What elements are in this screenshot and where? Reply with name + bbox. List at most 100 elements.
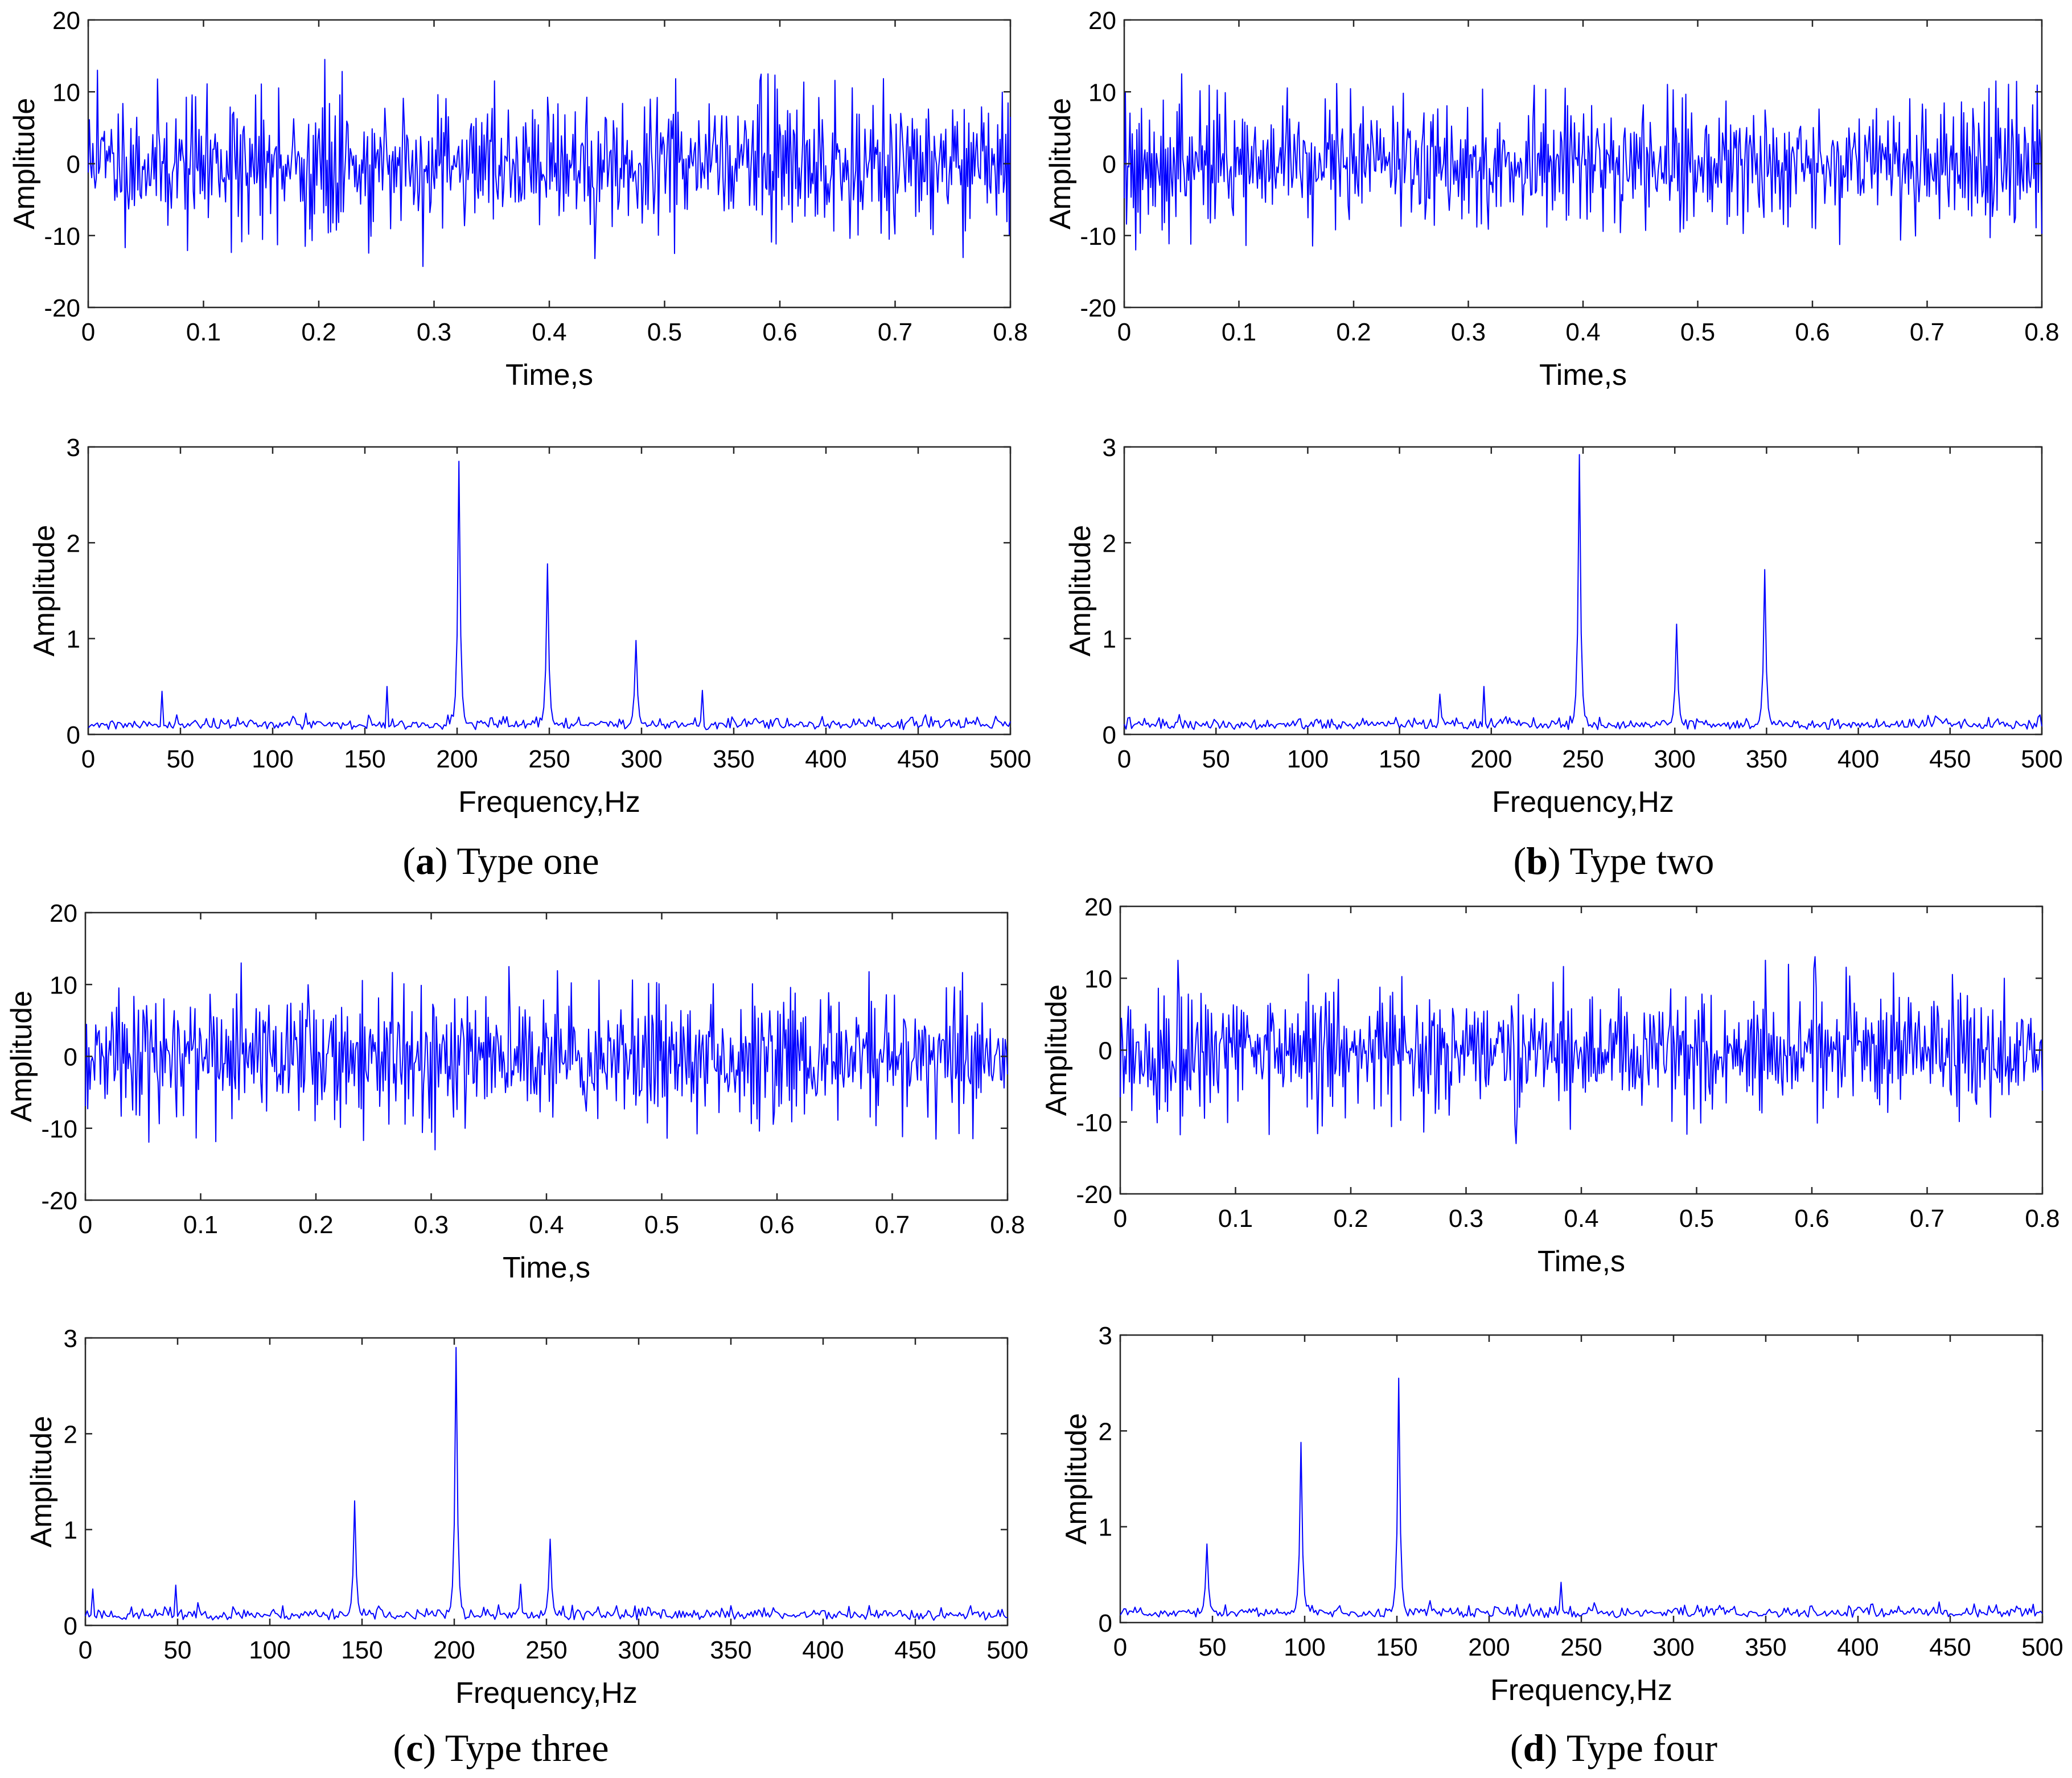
x-tick-label: 250 xyxy=(528,745,570,773)
y-tick-label: 10 xyxy=(1088,79,1116,106)
panel-caption-d: (d) Type four xyxy=(1510,1726,1718,1769)
x-tick-label: 0.1 xyxy=(1222,318,1256,346)
x-tick-label: 0.8 xyxy=(2024,318,2059,346)
x-tick-label: 0.5 xyxy=(644,1211,679,1239)
x-tick-label: 150 xyxy=(344,745,385,773)
y-tick-label: 3 xyxy=(67,434,80,462)
caption-letter: d xyxy=(1523,1726,1545,1769)
caption-text: Type two xyxy=(1569,839,1714,882)
x-tick-label: 0 xyxy=(79,1636,92,1664)
y-tick-label: 20 xyxy=(52,7,80,35)
x-tick-label: 250 xyxy=(1562,745,1604,773)
x-tick-label: 0.5 xyxy=(1679,1205,1714,1233)
x-axis-label: Time,s xyxy=(1539,359,1627,392)
time-signal-line xyxy=(88,59,1011,267)
spectrum-line xyxy=(1120,1377,2043,1619)
x-tick-label: 350 xyxy=(1745,1633,1786,1661)
x-tick-label: 0 xyxy=(1113,1633,1127,1661)
x-tick-label: 50 xyxy=(167,745,195,773)
axes-b-time: 0 0.1 0.2 0.3 0.4 0.5 0.6 0.7 0.8 -20 -10 0 10 20 Time… xyxy=(1044,7,2059,392)
spectrum-line xyxy=(1124,454,2042,730)
axes-b-freq: 0 50 100 150 200 250 300 350 400 450 500 0 1 2 3 Freque… xyxy=(1064,434,2063,819)
x-tick-label: 350 xyxy=(1746,745,1787,773)
x-tick-label: 0.6 xyxy=(762,318,797,346)
plot-frame xyxy=(84,1337,1009,1627)
x-tick-label: 0.1 xyxy=(1218,1205,1253,1233)
x-tick-label: 0 xyxy=(79,1211,92,1239)
x-axis-label: Frequency,Hz xyxy=(1492,786,1674,819)
x-tick-label: 0.6 xyxy=(1795,318,1830,346)
y-tick-label: -10 xyxy=(44,223,80,251)
y-axis-label: Amplitude xyxy=(1060,1413,1093,1545)
y-axis-label: Amplitude xyxy=(1064,525,1097,656)
caption-text: Type one xyxy=(457,839,599,882)
y-tick-label: 3 xyxy=(64,1325,77,1353)
x-tick-label: 300 xyxy=(1652,1633,1694,1661)
x-tick-label: 500 xyxy=(986,1636,1028,1664)
x-tick-label: 100 xyxy=(252,745,293,773)
axes-c-time: 0 0.1 0.2 0.3 0.4 0.5 0.6 0.7 0.8 -20 -10 0 10 20 Time… xyxy=(5,900,1025,1284)
x-tick-label: 0.7 xyxy=(875,1211,910,1239)
y-tick-label: 3 xyxy=(1099,1322,1112,1350)
x-tick-label: 100 xyxy=(249,1636,290,1664)
x-tick-label: 0.3 xyxy=(1451,318,1486,346)
y-tick-label: 0 xyxy=(1099,1037,1112,1065)
y-tick-label: 1 xyxy=(67,626,80,654)
y-tick-label: 0 xyxy=(1103,721,1116,749)
y-tick-label: -20 xyxy=(41,1187,77,1215)
x-tick-label: 250 xyxy=(525,1636,567,1664)
y-tick-label: 1 xyxy=(1099,1514,1112,1542)
x-tick-label: 0.1 xyxy=(186,318,221,346)
x-axis-label: Frequency,Hz xyxy=(1490,1674,1672,1707)
y-tick-label: 1 xyxy=(1103,626,1116,654)
x-tick-label: 300 xyxy=(620,745,662,773)
panel-caption-b: (b) Type two xyxy=(1514,839,1715,882)
caption-letter: a xyxy=(416,839,435,882)
x-tick-label: 0 xyxy=(1117,745,1131,773)
x-tick-label: 300 xyxy=(618,1636,659,1664)
x-tick-label: 450 xyxy=(1929,745,1971,773)
x-tick-label: 0 xyxy=(81,318,95,346)
x-tick-label: 200 xyxy=(1470,745,1512,773)
x-axis-label: Frequency,Hz xyxy=(458,786,640,819)
y-tick-label: 20 xyxy=(1088,7,1116,35)
x-tick-label: 0.7 xyxy=(1910,1205,1944,1233)
x-tick-label: 100 xyxy=(1284,1633,1325,1661)
y-tick-label: 10 xyxy=(52,79,80,106)
y-tick-label: 0 xyxy=(1099,1609,1112,1637)
plot-frame xyxy=(1119,1334,2044,1624)
x-tick-label: 0.3 xyxy=(1449,1205,1483,1233)
x-tick-label: 500 xyxy=(2021,1633,2063,1661)
y-axis-label: Amplitude xyxy=(25,1416,58,1547)
x-tick-label: 400 xyxy=(805,745,846,773)
time-signal-line xyxy=(85,962,1008,1151)
y-tick-label: 20 xyxy=(50,900,77,927)
x-tick-label: 0.8 xyxy=(2025,1205,2059,1233)
y-tick-label: 0 xyxy=(64,1612,77,1640)
y-tick-label: 0 xyxy=(1103,151,1116,179)
y-tick-label: 2 xyxy=(1103,529,1116,557)
panel-caption-a: (a) Type one xyxy=(402,839,599,882)
x-tick-label: 300 xyxy=(1654,745,1695,773)
x-tick-label: 0.6 xyxy=(759,1211,794,1239)
y-tick-label: -20 xyxy=(44,294,80,322)
y-tick-label: 3 xyxy=(1103,434,1116,462)
y-tick-label: 0 xyxy=(67,151,80,179)
x-tick-label: 200 xyxy=(436,745,478,773)
x-tick-label: 250 xyxy=(1560,1633,1602,1661)
y-tick-label: 20 xyxy=(1084,893,1112,921)
y-tick-label: 2 xyxy=(64,1420,77,1448)
x-tick-label: 0.3 xyxy=(414,1211,449,1239)
x-tick-label: 50 xyxy=(1199,1633,1227,1661)
x-tick-label: 0.8 xyxy=(990,1211,1025,1239)
x-tick-label: 0.4 xyxy=(1565,318,1600,346)
y-axis-label: Amplitude xyxy=(28,525,61,656)
y-axis-label: Amplitude xyxy=(5,991,38,1122)
x-tick-label: 400 xyxy=(1837,1633,1878,1661)
caption-letter: c xyxy=(406,1726,423,1769)
x-tick-label: 0.2 xyxy=(301,318,336,346)
x-tick-label: 450 xyxy=(1929,1633,1971,1661)
y-tick-label: 1 xyxy=(64,1517,77,1545)
x-tick-label: 0.8 xyxy=(993,318,1027,346)
x-tick-label: 0.2 xyxy=(298,1211,333,1239)
